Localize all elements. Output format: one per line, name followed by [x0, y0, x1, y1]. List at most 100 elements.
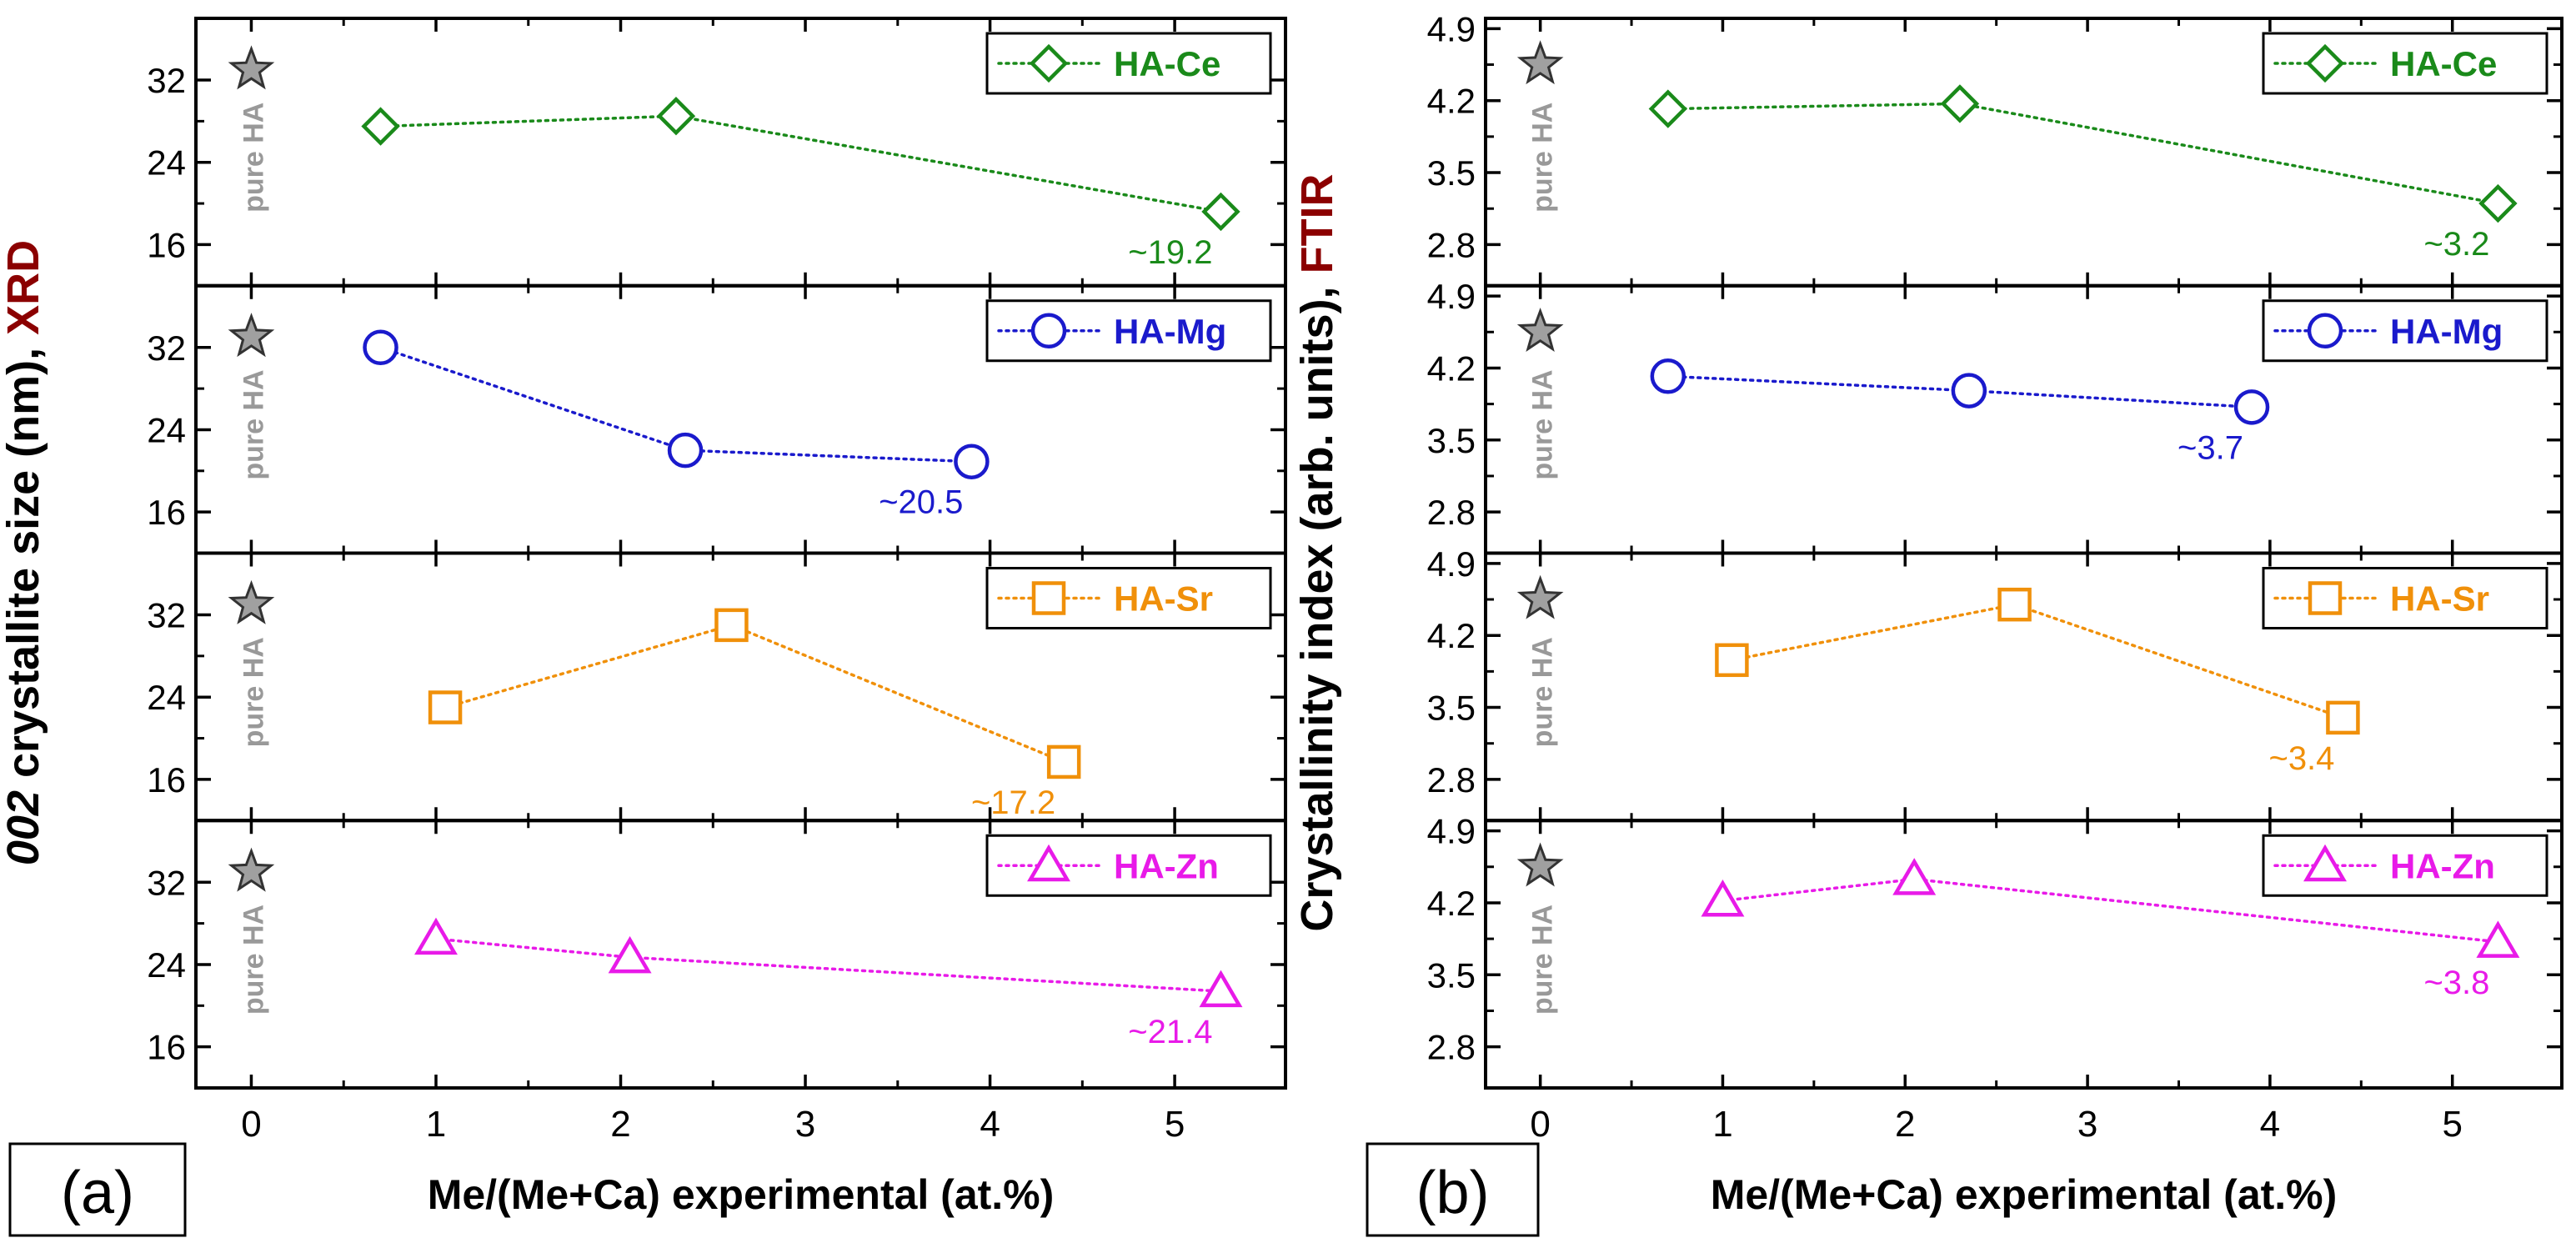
legend-box [985, 834, 1272, 897]
legend-label: HA-Sr [1114, 579, 1213, 619]
panel-label: (a) [61, 1160, 134, 1226]
x-tick-label: 4 [2260, 1104, 2280, 1145]
subplot-ha-sr: 2.8 3.5 4.2 4.9 pure HA ~3.4 HA-Sr [1427, 544, 2563, 823]
y-tick-label: 4.2 [1427, 884, 1476, 923]
legend-ha-ce: HA-Ce [985, 32, 1272, 95]
subplot-ha-zn: 2.8 3.5 4.2 4.9 pure HA ~3.8 HA-Zn [1427, 812, 2563, 1090]
legend-ha-mg: HA-Mg [985, 299, 1272, 363]
y-tick-label: 16 [147, 225, 186, 264]
legend-marker [2303, 844, 2347, 882]
pure-ha-label: pure HA [238, 103, 269, 213]
subplot-frame [1484, 819, 2563, 1090]
left-y-axis-label-normal: crystallite size (nm), [0, 335, 48, 790]
data-point-ha-ce-0 [361, 107, 400, 146]
value-annotation: ~3.8 [2423, 965, 2489, 1001]
subplot-ha-mg: 2.8 3.5 4.2 4.9 pure HA ~3.7 HA-Mg [1427, 277, 2563, 555]
data-point-ha-sr-0 [428, 690, 463, 724]
series-line-ha-sr [1730, 603, 2345, 719]
y-tick-label: 16 [147, 1028, 186, 1067]
data-point-ha-ce-1 [1940, 84, 1980, 123]
x-tick-label: 3 [2077, 1104, 2097, 1145]
series-line-ha-zn [1721, 877, 2500, 944]
pure-ha-star [228, 579, 275, 624]
data-point-ha-zn-2 [2476, 920, 2520, 958]
y-tick-label: 2.8 [1427, 1028, 1476, 1067]
y-tick-label: 4.2 [1427, 616, 1476, 655]
data-point-ha-ce-2 [1201, 192, 1240, 232]
y-tick-label: 2.8 [1427, 225, 1476, 264]
value-annotation: ~3.4 [2268, 740, 2334, 777]
panel-b: 2.8 3.5 4.2 4.9 pure HA ~3.2 HA-Ce 2.8 3.5 4.2 4.9… [1366, 9, 2563, 1237]
legend-marker [2305, 43, 2345, 83]
pure-ha-star [1516, 574, 1564, 619]
data-point-ha-mg-2 [2233, 389, 2270, 425]
legend-ha-mg: HA-Mg [2262, 299, 2548, 363]
data-point-ha-ce-0 [1648, 89, 1687, 128]
y-tick-label: 32 [147, 863, 186, 902]
legend-marker [1031, 581, 1066, 615]
legend-label: HA-Ce [2390, 44, 2497, 83]
y-tick-label: 32 [147, 596, 186, 635]
value-annotation: ~17.2 [971, 784, 1055, 821]
value-annotation: ~21.4 [1128, 1014, 1212, 1050]
right-y-axis-label-accent: FTIR [1292, 173, 1342, 273]
subplot-frame [194, 819, 1287, 1090]
pure-ha-label: pure HA [238, 905, 269, 1015]
data-point-ha-zn-0 [414, 917, 458, 955]
pure-ha-star [1516, 842, 1564, 887]
panel-label-box [8, 1142, 187, 1237]
legend-marker [1029, 43, 1069, 83]
pure-ha-label: pure HA [238, 369, 269, 479]
data-point-ha-zn-1 [1892, 858, 1937, 895]
series-line-ha-sr [444, 624, 1065, 764]
legend-label: HA-Ce [1114, 44, 1220, 83]
legend-ha-ce: HA-Ce [2262, 32, 2548, 95]
data-point-ha-ce-1 [656, 97, 696, 136]
right-y-axis-label-normal: Crystallinity index (arb. units), [1292, 273, 1342, 931]
subplot-ha-mg: 16 24 32 pure HA ~20.5 HA-Mg [147, 283, 1287, 555]
subplot-ha-sr: 16 24 32 pure HA ~17.2 HA-Sr [147, 551, 1287, 823]
y-tick-label: 32 [147, 328, 186, 368]
legend-label: HA-Zn [1114, 846, 1219, 885]
pure-ha-star [228, 847, 275, 892]
data-point-ha-zn-2 [1199, 970, 1243, 1008]
data-point-ha-sr-0 [1715, 643, 1749, 678]
legend-ha-zn: HA-Zn [2262, 834, 2548, 897]
legend-marker [1027, 844, 1070, 882]
series-line-ha-zn [434, 937, 1223, 993]
legend-ha-sr: HA-Sr [2262, 567, 2548, 629]
x-tick-label: 4 [980, 1104, 1000, 1145]
legend-label: HA-Sr [2390, 579, 2489, 619]
y-tick-label: 16 [147, 493, 186, 532]
y-tick-label: 24 [147, 945, 186, 985]
pure-ha-star [1516, 308, 1564, 352]
y-tick-label: 4.9 [1427, 277, 1476, 316]
pure-ha-label: pure HA [238, 637, 269, 747]
legend-marker [1030, 313, 1067, 348]
y-tick-label: 3.5 [1427, 689, 1476, 728]
left-y-axis-label-accent: XRD [0, 240, 48, 335]
x-tick-label: 3 [795, 1104, 815, 1145]
value-annotation: ~3.2 [2423, 226, 2489, 263]
data-point-ha-mg-0 [363, 329, 398, 366]
y-tick-label: 24 [147, 143, 186, 183]
y-tick-label: 3.5 [1427, 153, 1476, 193]
data-point-ha-zn-0 [1701, 880, 1745, 917]
x-tick-label: 0 [1530, 1104, 1550, 1145]
x-tick-label: 2 [1895, 1104, 1915, 1145]
data-point-ha-ce-2 [2478, 183, 2518, 223]
pure-ha-label: pure HA [1527, 103, 1559, 213]
data-point-ha-mg-1 [667, 432, 704, 469]
legend-ha-zn: HA-Zn [985, 834, 1272, 897]
y-tick-label: 24 [147, 410, 186, 449]
pure-ha-label: pure HA [1527, 637, 1559, 747]
y-tick-label: 4.9 [1427, 812, 1476, 851]
series-line-ha-ce [378, 114, 1223, 213]
left-y-axis-label: 002 crystallite size (nm), XRD [0, 240, 48, 865]
pure-ha-star [228, 313, 275, 358]
data-point-ha-mg-1 [1951, 373, 1987, 408]
data-point-ha-mg-0 [1650, 358, 1686, 394]
